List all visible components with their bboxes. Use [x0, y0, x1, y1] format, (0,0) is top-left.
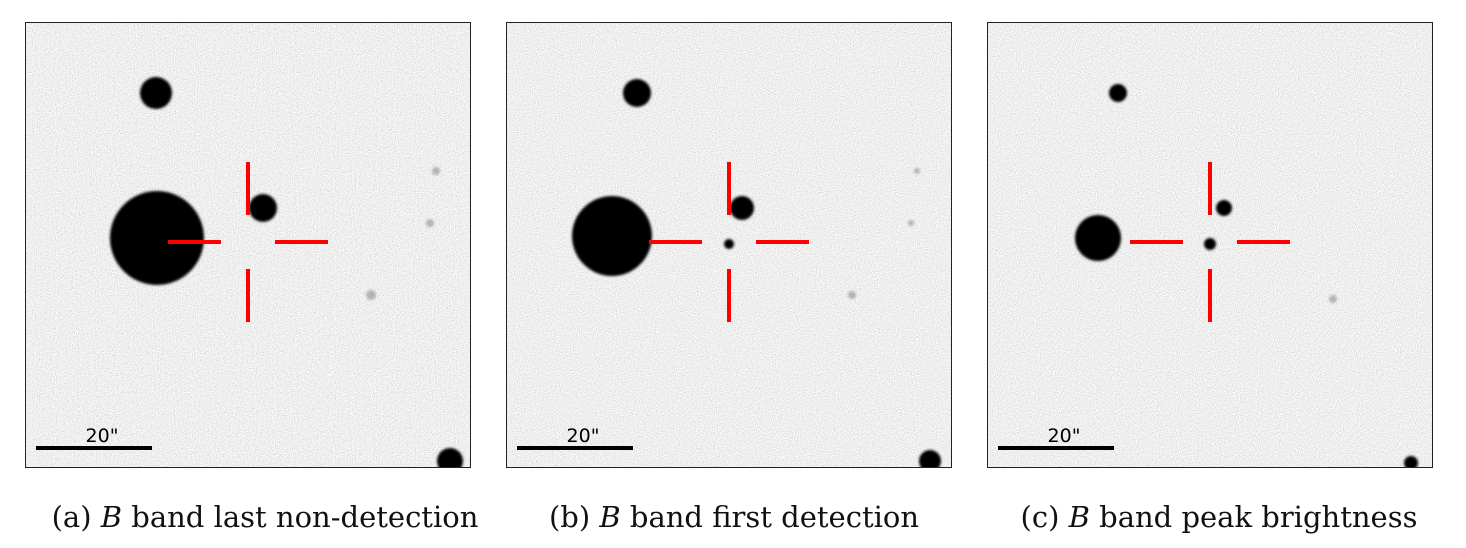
faint-source	[1329, 295, 1337, 303]
caption-prefix: (a)	[51, 500, 92, 534]
caption-prefix: (b)	[548, 500, 591, 534]
caption-prefix: (c)	[1020, 500, 1060, 534]
panel-c: 20" (c) B band peak brightness	[987, 0, 1466, 548]
image-frame: 20"	[506, 22, 952, 468]
star	[437, 448, 463, 467]
star	[730, 196, 754, 220]
star	[140, 77, 172, 109]
scale-bar-label: 20"	[567, 425, 600, 447]
scale-bar-label: 20"	[1048, 425, 1081, 447]
image-frame: 20"	[25, 22, 471, 468]
astronomical-image: 20"	[988, 23, 1432, 467]
star	[1404, 456, 1418, 467]
image-frame: 20"	[987, 22, 1433, 468]
caption: (b) B band first detection	[494, 500, 974, 534]
caption: (a) B band last non-detection	[25, 500, 505, 534]
caption-band: B	[100, 500, 123, 534]
star	[919, 450, 941, 467]
caption-text: band peak brightness	[1099, 500, 1418, 534]
astronomical-image: 20"	[507, 23, 951, 467]
star	[110, 191, 204, 285]
panel-b: 20" (b) B band first detection	[506, 0, 986, 548]
sky-background	[26, 23, 470, 467]
faint-source	[908, 220, 914, 226]
astronomical-image: 20"	[26, 23, 470, 467]
scale-bar-label: 20"	[86, 425, 119, 447]
caption-band: B	[1068, 500, 1090, 534]
star	[623, 79, 651, 107]
caption-text: band first detection	[629, 500, 920, 534]
faint-source	[848, 291, 856, 299]
faint-source	[914, 168, 920, 174]
faint-source	[432, 167, 440, 175]
star	[1204, 238, 1216, 250]
faint-source	[366, 290, 376, 300]
caption: (c) B band peak brightness	[979, 500, 1459, 534]
star	[724, 239, 734, 249]
star	[572, 196, 652, 276]
star	[249, 194, 277, 222]
caption-text: band last non-detection	[131, 500, 479, 534]
star	[1075, 215, 1121, 261]
star	[1216, 200, 1232, 216]
panel-a: 20" (a) B band last non-detection	[25, 0, 505, 548]
caption-band: B	[599, 500, 621, 534]
star	[1109, 84, 1127, 102]
faint-source	[426, 219, 434, 227]
